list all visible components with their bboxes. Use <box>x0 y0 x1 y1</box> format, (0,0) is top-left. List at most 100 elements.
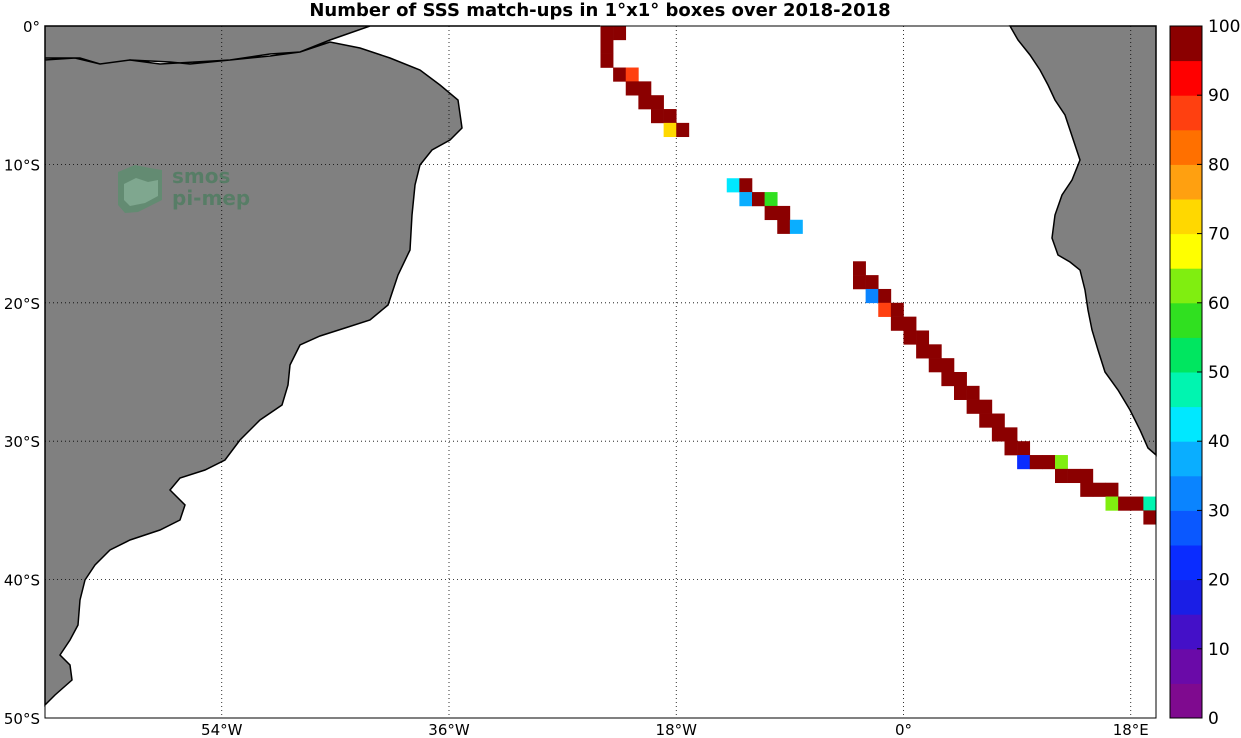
heatmap-cell <box>941 372 955 387</box>
lat-tick-label: 50°S <box>4 710 40 728</box>
africa-land <box>1008 25 1157 457</box>
colorbar-tick-label: 0 <box>1208 709 1219 729</box>
heatmap-cell <box>651 109 664 124</box>
colorbar-segment <box>1170 60 1202 96</box>
heatmap-cell <box>1105 496 1119 511</box>
heatmap-cell <box>1042 455 1056 470</box>
logo-line1: smos <box>172 164 230 188</box>
colorbar-tick-label: 40 <box>1208 432 1230 452</box>
colorbar-segment <box>1170 26 1202 62</box>
heatmap-cell <box>638 95 652 110</box>
map-area: smos pi-mep <box>44 25 1157 719</box>
heatmap-cell <box>1105 482 1119 497</box>
heatmap-cell <box>954 372 967 387</box>
heatmap-cell <box>1143 496 1157 511</box>
logo-mark-highlight <box>124 178 158 206</box>
heatmap-cell <box>651 95 664 110</box>
lon-tick-label: 18°E <box>1113 721 1149 738</box>
colorbar-tick-label: 10 <box>1208 640 1230 660</box>
heatmap-cell <box>853 261 866 276</box>
heatmap-cell <box>1080 482 1094 497</box>
colorbar-tick-label: 90 <box>1208 86 1230 106</box>
heatmap-cell <box>625 81 639 96</box>
lat-tick-labels: 0° 10°S 20°S 30°S 40°S 50°S <box>4 18 40 728</box>
logo-line2: pi-mep <box>172 186 250 210</box>
heatmap-cell <box>928 344 942 359</box>
colorbar-segment <box>1170 545 1202 581</box>
map-frame <box>44 25 1157 719</box>
colorbar-segment <box>1170 510 1202 546</box>
heatmap-cell <box>613 26 627 41</box>
colorbar-segment <box>1170 164 1202 200</box>
heatmap-cells <box>600 26 1157 525</box>
heatmap-cell <box>1118 496 1132 511</box>
lat-tick-label: 30°S <box>4 433 40 451</box>
heatmap-cell <box>916 344 930 359</box>
lat-tick-label: 10°S <box>4 156 40 174</box>
heatmap-cell <box>966 399 980 414</box>
colorbar-segment <box>1170 233 1202 269</box>
colorbar-tick-label: 60 <box>1208 294 1230 314</box>
colorbar-segment <box>1170 614 1202 650</box>
heatmap-cell <box>878 302 892 317</box>
heatmap-cell <box>1130 496 1144 511</box>
colorbar-segment <box>1170 95 1202 131</box>
heatmap-cell <box>941 358 955 373</box>
colorbar-segment <box>1170 441 1202 477</box>
heatmap-cell <box>966 385 980 400</box>
colorbar <box>1169 25 1203 719</box>
heatmap-cell <box>600 39 614 54</box>
heatmap-cell <box>903 330 917 345</box>
heatmap-cell <box>600 53 614 68</box>
heatmap-cell <box>777 205 791 221</box>
heatmap-cell <box>890 302 904 317</box>
colorbar-tick-label: 100 <box>1208 17 1240 37</box>
colorbar-segment <box>1170 199 1202 235</box>
lon-tick-label: 36°W <box>428 721 470 738</box>
heatmap-cell <box>777 219 791 234</box>
heatmap-cell <box>1055 468 1068 484</box>
heatmap-cell <box>954 385 967 400</box>
colorbar-segment <box>1170 406 1202 442</box>
heatmap-cell <box>979 413 993 428</box>
colorbar-segment <box>1170 648 1202 684</box>
heatmap-cell <box>979 399 993 414</box>
heatmap-cell <box>1004 427 1018 442</box>
colorbar-tick-labels: 0 10 20 30 40 50 60 70 80 90 100 <box>1197 17 1240 729</box>
heatmap-cell <box>991 413 1005 428</box>
south-america-land <box>44 25 600 707</box>
heatmap-cell <box>1029 455 1043 470</box>
heatmap-cell <box>600 26 614 41</box>
colorbar-tick-label: 20 <box>1208 571 1230 591</box>
lat-tick-label: 20°S <box>4 295 40 313</box>
grid-lines <box>45 25 1156 719</box>
logo: smos pi-mep <box>118 164 250 213</box>
colorbar-segment <box>1170 372 1202 408</box>
colorbar-segment <box>1170 302 1202 338</box>
colorbar-segment <box>1170 337 1202 373</box>
heatmap-cell <box>1055 455 1068 470</box>
heatmap-cell <box>1080 468 1094 484</box>
heatmap-cell <box>928 358 942 373</box>
heatmap-cell <box>1143 510 1157 525</box>
heatmap-cell <box>613 67 627 82</box>
heatmap-cell <box>752 192 765 207</box>
colorbar-segment <box>1170 129 1202 165</box>
heatmap-cell <box>663 109 677 124</box>
heatmap-cell <box>789 219 803 234</box>
lon-tick-label: 54°W <box>201 721 243 738</box>
heatmap-cell <box>916 330 930 345</box>
heatmap-cell <box>903 316 917 331</box>
heatmap-cell <box>865 288 879 304</box>
heatmap-cell <box>638 81 652 96</box>
colorbar-segment <box>1170 475 1202 511</box>
heatmap-cell <box>764 205 778 221</box>
lat-tick-label: 40°S <box>4 572 40 590</box>
heatmap-cell <box>676 122 690 138</box>
colorbar-segment <box>1170 579 1202 615</box>
colorbar-tick-label: 50 <box>1208 363 1230 383</box>
colorbar-segment <box>1170 683 1202 719</box>
heatmap-cell <box>625 67 639 82</box>
heatmap-cell <box>739 192 753 207</box>
